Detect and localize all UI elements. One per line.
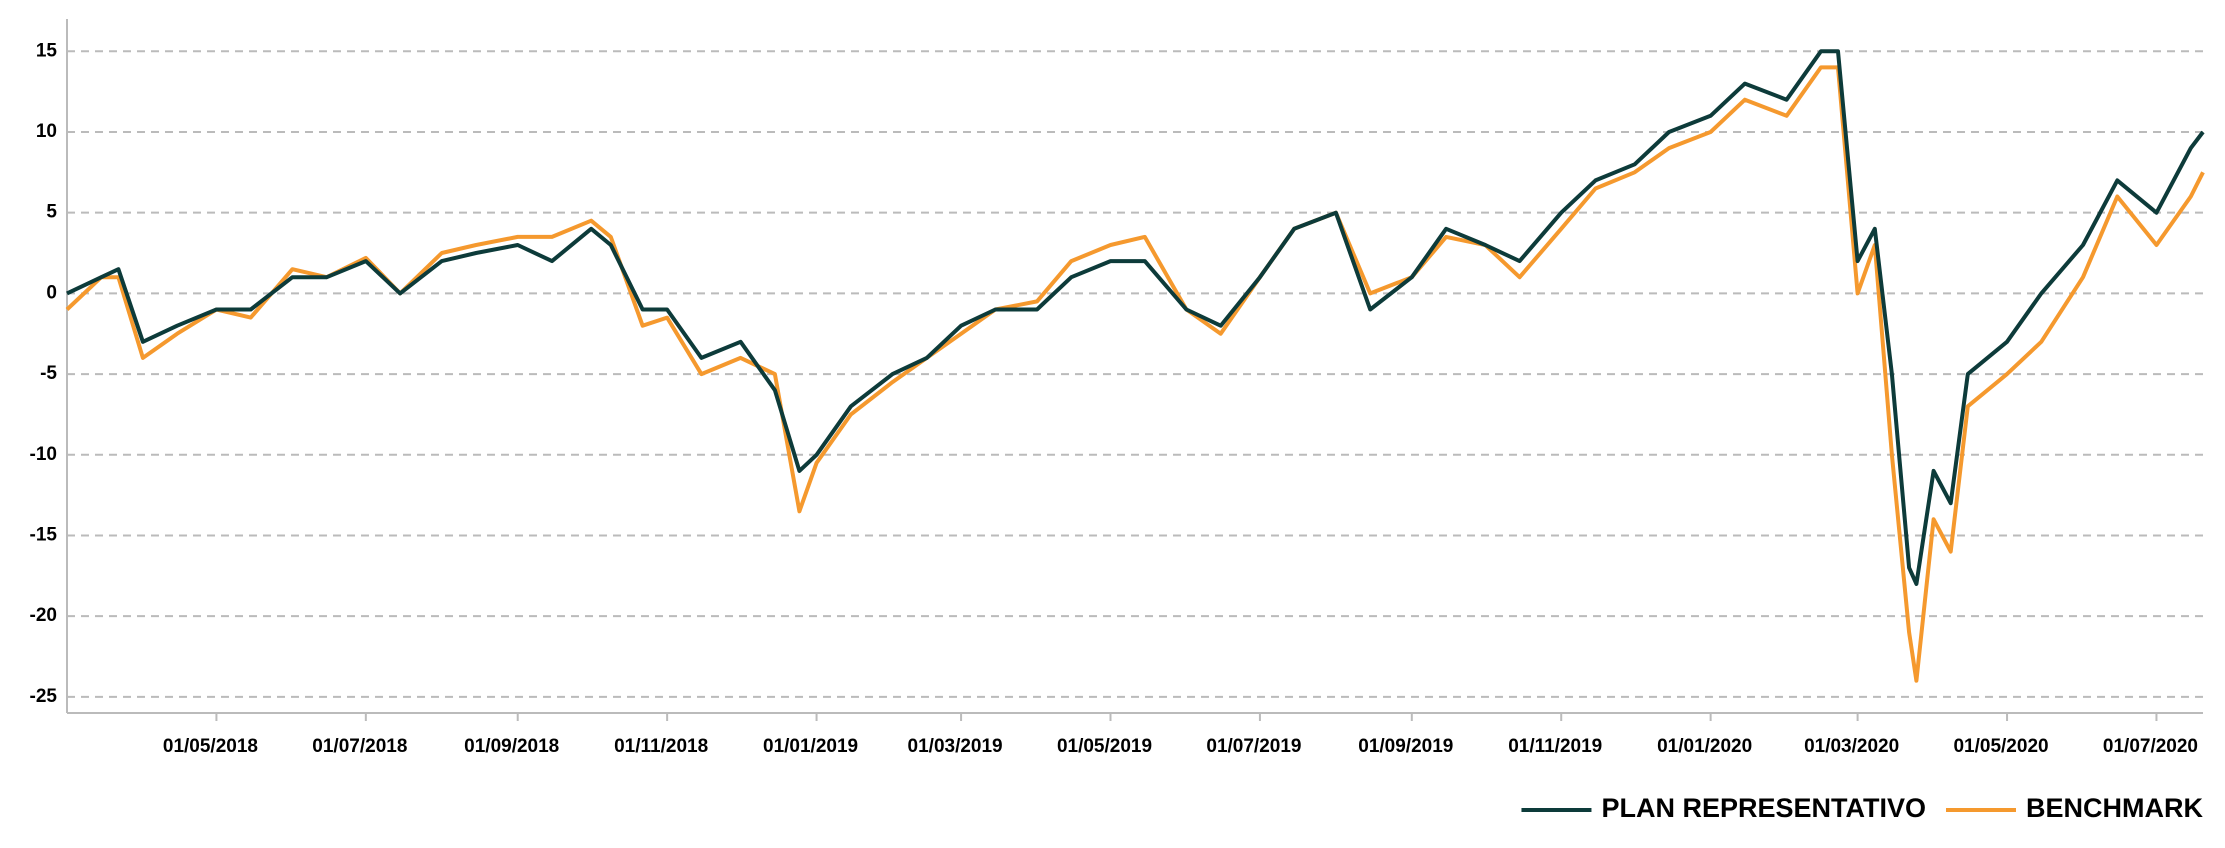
x-tick-label: 01/09/2019 [1358, 736, 1453, 757]
y-tick-label: -5 [40, 363, 57, 384]
x-tick-label: 01/05/2018 [163, 736, 258, 757]
x-tick-label: 01/07/2020 [2103, 736, 2198, 757]
y-tick-label: -15 [30, 524, 58, 545]
x-tick-label: 01/07/2019 [1206, 736, 1301, 757]
x-tick-label: 01/07/2018 [312, 736, 407, 757]
x-tick-label: 01/01/2020 [1657, 736, 1752, 757]
x-tick-label: 01/05/2020 [1953, 736, 2048, 757]
y-tick-label: 0 [46, 282, 57, 303]
x-tick-label: 01/11/2018 [614, 736, 708, 757]
y-tick-label: 15 [36, 40, 58, 61]
x-tick-label: 01/11/2019 [1508, 736, 1602, 757]
y-tick-label: -20 [30, 605, 57, 626]
x-tick-label: 01/03/2020 [1804, 736, 1899, 757]
x-tick-label: 01/09/2018 [464, 736, 559, 757]
y-tick-label: 5 [46, 202, 57, 223]
y-tick-label: 10 [36, 121, 57, 142]
y-tick-label: -25 [30, 686, 58, 707]
x-tick-label: 01/03/2019 [908, 736, 1003, 757]
x-tick-label: 01/05/2019 [1057, 736, 1152, 757]
legend-label: BENCHMARK [2026, 793, 2203, 823]
y-tick-label: -10 [30, 444, 57, 465]
x-tick-label: 01/01/2019 [763, 736, 858, 757]
legend-label: PLAN REPRESENTATIVO [1601, 793, 1926, 823]
series-line [66, 49, 2205, 586]
